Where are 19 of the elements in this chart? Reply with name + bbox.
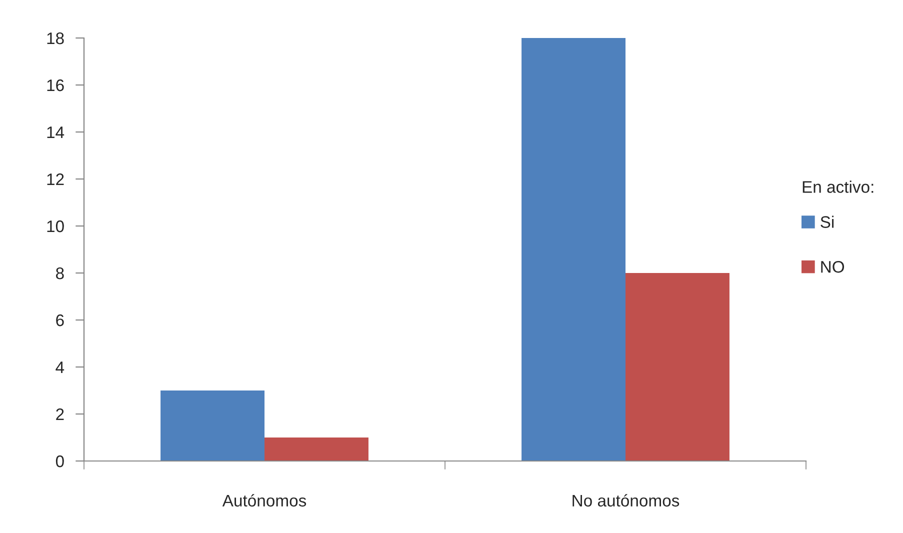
- y-tick-label: 4: [56, 362, 64, 374]
- legend-label: Si: [820, 216, 834, 228]
- y-tick-label: 6: [56, 314, 64, 326]
- y-tick-label: 12: [47, 173, 64, 186]
- legend-title: En activo:: [802, 180, 874, 193]
- y-tick-label: 18: [47, 32, 64, 44]
- x-tick-label: Autónomos: [222, 494, 306, 507]
- y-tick-label: 10: [47, 220, 64, 232]
- y-tick-label: 2: [56, 408, 64, 420]
- y-tick-label: 0: [56, 455, 64, 468]
- bar: [626, 273, 730, 461]
- y-tick-label: 16: [47, 79, 64, 92]
- bar: [522, 38, 626, 461]
- legend-label: NO: [821, 260, 844, 273]
- x-tick-label: No autónomos: [572, 494, 680, 507]
- y-tick-label: 8: [56, 267, 64, 280]
- y-tick-label: 14: [47, 126, 64, 138]
- bar: [160, 390, 264, 461]
- bar: [264, 438, 368, 461]
